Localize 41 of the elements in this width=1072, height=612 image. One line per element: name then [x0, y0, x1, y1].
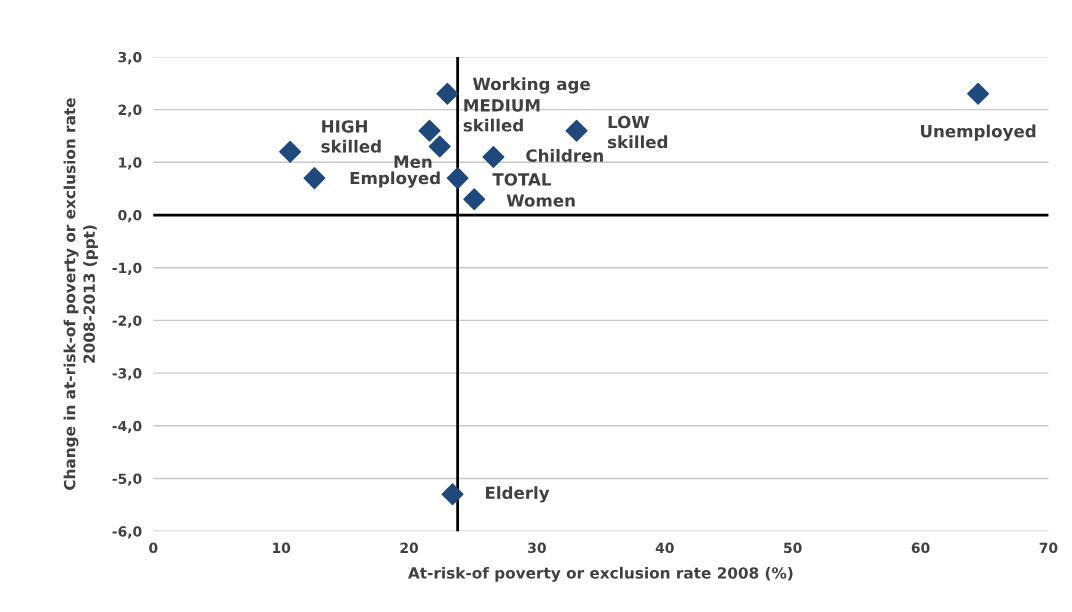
y-tick-label: -4,0: [112, 420, 142, 434]
point: [303, 167, 326, 190]
annotation: Elderly: [486, 486, 550, 503]
y-tick-label: 1,0: [119, 157, 142, 170]
point: [441, 483, 464, 506]
y-axis-title: Change in at-risk-of poverty or exclusion rate 2008-2013 (ppt): [63, 98, 98, 490]
y-tick-label: -3,0: [112, 368, 142, 381]
annotation: Employed: [350, 171, 440, 188]
point: [436, 82, 459, 105]
y-tick-label: 3,0: [118, 51, 142, 65]
y-tick-label: 2,0: [118, 104, 142, 117]
point: [565, 119, 588, 142]
x-tick-label: 60: [911, 542, 930, 554]
x-tick-label: 20: [400, 542, 419, 554]
annotation: Men: [394, 155, 432, 169]
x-tick-label: 40: [655, 542, 674, 554]
point: [446, 167, 469, 190]
point: [463, 188, 486, 211]
x-axis-title: At-risk-of poverty or exclusion rate 2008 (%): [408, 566, 793, 582]
annotation: MEDIUM skilled: [463, 99, 540, 132]
annotation: LOW skilled: [607, 115, 668, 149]
y-tick-label: -1,0: [112, 262, 142, 275]
x-tick-label: 30: [528, 542, 546, 554]
point: [482, 146, 505, 169]
y-tick-label: 0,0: [118, 209, 142, 223]
x-tick-label: 50: [784, 542, 802, 554]
point: [418, 119, 441, 142]
y-tick-label: -5,0: [112, 473, 142, 486]
annotation: Children: [526, 148, 603, 162]
y-tick-label: -6,0: [112, 526, 142, 539]
point: [279, 140, 302, 163]
x-tick-label: 70: [1039, 542, 1058, 554]
point: [967, 82, 990, 105]
annotation: Working age: [472, 77, 590, 94]
x-tick-label: 0: [149, 542, 158, 554]
annotation: Unemployed: [920, 124, 1036, 141]
annotation: HIGH skilled: [321, 120, 381, 153]
annotation: TOTAL: [492, 173, 552, 186]
y-tick-label: -2,0: [112, 315, 142, 328]
x-tick-label: 10: [273, 542, 291, 554]
annotation: Women: [506, 194, 575, 207]
